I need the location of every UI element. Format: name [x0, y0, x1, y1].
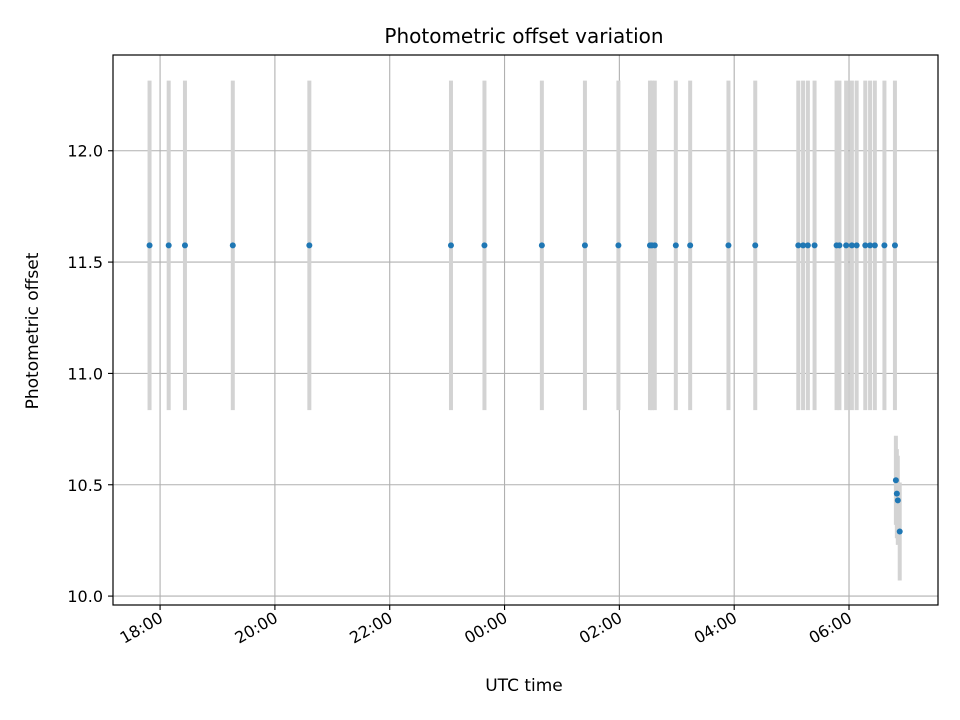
y-tick-label: 10.0	[67, 587, 103, 606]
data-point	[146, 242, 153, 249]
data-point	[165, 242, 172, 249]
plot-frame	[112, 54, 939, 606]
data-point	[800, 242, 807, 249]
grid	[113, 55, 938, 605]
data-point	[892, 477, 899, 484]
data-point	[893, 490, 900, 497]
data-point	[752, 242, 759, 249]
data-point	[843, 242, 850, 249]
y-axis-ticks: 10.0 10.5 11.0 11.5 12.0	[67, 142, 113, 606]
chart-title: Photometric offset variation	[384, 24, 663, 48]
data-point	[894, 497, 901, 504]
data-point	[811, 242, 818, 249]
data-point	[836, 242, 843, 249]
y-tick-label: 12.0	[67, 142, 103, 161]
data-point	[538, 242, 545, 249]
data-point	[862, 242, 869, 249]
data-point	[853, 242, 860, 249]
data-point	[181, 242, 188, 249]
data-point	[481, 242, 488, 249]
data-point	[867, 242, 874, 249]
data-point	[725, 242, 732, 249]
data-point	[891, 242, 898, 249]
data-point	[672, 242, 679, 249]
data-point	[229, 242, 236, 249]
data-point	[306, 242, 313, 249]
x-axis-label: UTC time	[485, 676, 563, 696]
y-tick-label: 11.5	[67, 253, 103, 272]
y-tick-label: 11.0	[67, 364, 103, 383]
data-point	[871, 242, 878, 249]
data-point	[881, 242, 888, 249]
data-point	[804, 242, 811, 249]
data-point	[447, 242, 454, 249]
data-point	[651, 242, 658, 249]
y-axis-label: Photometric offset	[23, 252, 43, 409]
data-point	[848, 242, 855, 249]
data-point	[687, 242, 694, 249]
data-point	[615, 242, 622, 249]
data-point	[581, 242, 588, 249]
data-point	[896, 528, 903, 535]
data-point	[795, 242, 802, 249]
y-tick-label: 10.5	[67, 476, 103, 495]
data-points	[146, 242, 903, 535]
